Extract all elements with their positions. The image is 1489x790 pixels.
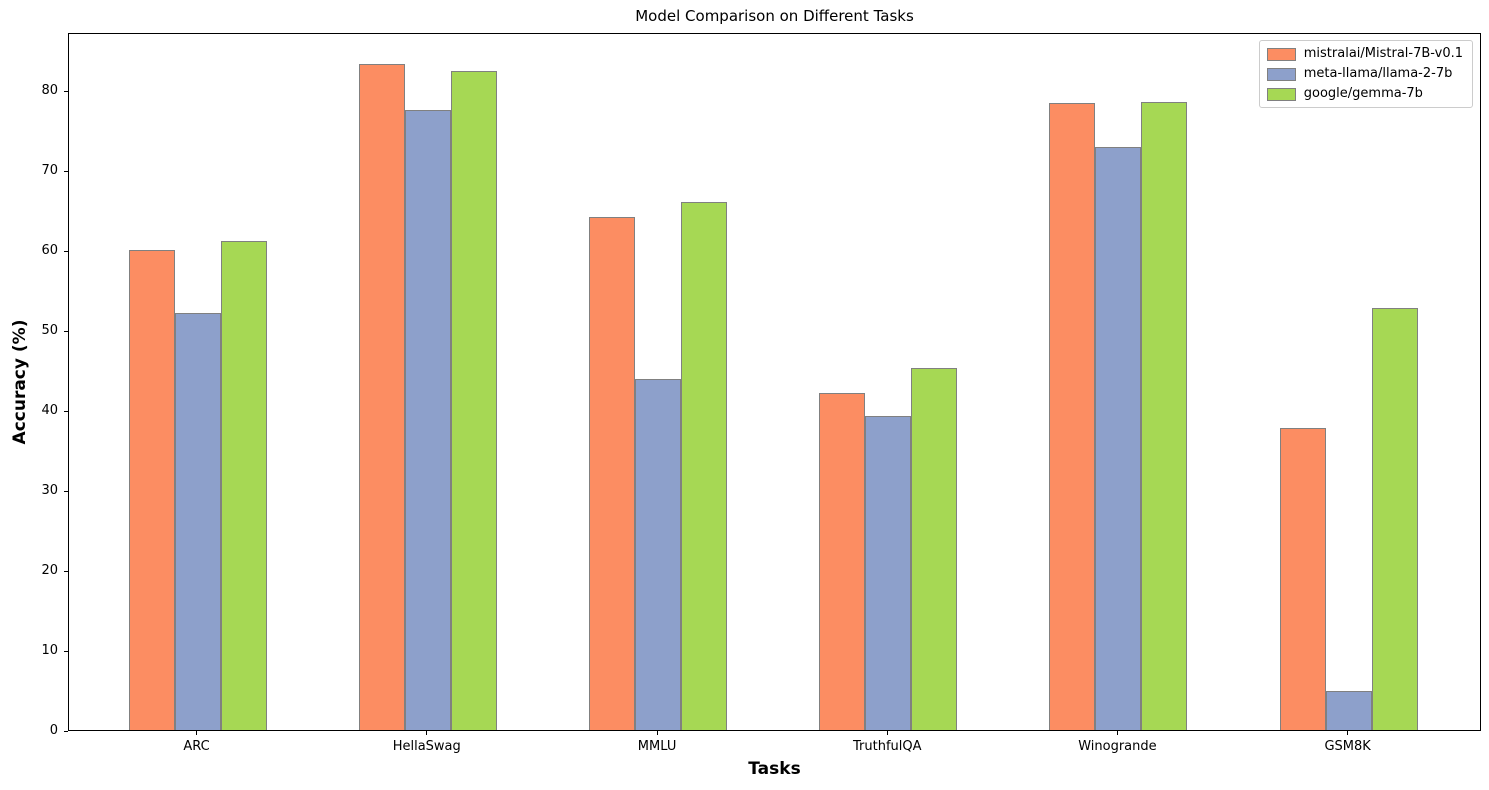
bar-ARC-series0: [128, 250, 175, 730]
y-tick-mark: [64, 330, 68, 332]
legend-label: meta-llama/llama-2-7b: [1303, 66, 1453, 81]
y-tick-label: 40: [41, 403, 58, 419]
y-tick-mark: [64, 170, 68, 172]
y-tick-label: 20: [41, 563, 58, 579]
bar-Winogrande-series0: [1049, 103, 1096, 730]
x-tick-label: MMLU: [637, 739, 677, 754]
y-tick-label: 50: [41, 323, 58, 339]
bar-TruthfulQA-series1: [865, 415, 912, 730]
y-tick-label: 60: [41, 243, 58, 259]
y-tick-mark: [64, 250, 68, 252]
legend: mistralai/Mistral-7B-v0.1 meta-llama/llam…: [1258, 40, 1473, 108]
legend-item: mistralai/Mistral-7B-v0.1: [1266, 46, 1463, 62]
x-tick-label: ARC: [183, 739, 210, 754]
y-tick-mark: [64, 650, 68, 652]
bar-GSM8K-series1: [1325, 690, 1372, 730]
bar-MMLU-series1: [635, 379, 682, 730]
bar-MMLU-series2: [681, 202, 728, 730]
x-tick-mark: [196, 731, 198, 735]
bar-HellaSwag-series1: [404, 110, 451, 730]
legend-label: mistralai/Mistral-7B-v0.1: [1303, 46, 1463, 61]
bar-HellaSwag-series2: [450, 71, 497, 730]
y-tick-mark: [64, 730, 68, 732]
legend-swatch: [1266, 47, 1296, 61]
legend-item: google/gemma-7b: [1266, 86, 1463, 102]
y-tick-label: 30: [41, 483, 58, 499]
plot-area: mistralai/Mistral-7B-v0.1 meta-llama/llam…: [68, 33, 1481, 731]
legend-item: meta-llama/llama-2-7b: [1266, 66, 1463, 82]
y-tick-label: 10: [41, 643, 58, 659]
x-tick-mark: [656, 731, 658, 735]
y-tick-label: 80: [41, 83, 58, 99]
bar-Winogrande-series2: [1141, 102, 1188, 730]
bar-MMLU-series0: [589, 216, 636, 730]
y-tick-mark: [64, 90, 68, 92]
bar-GSM8K-series0: [1279, 427, 1326, 730]
x-tick-mark: [1116, 731, 1118, 735]
bar-Winogrande-series1: [1095, 147, 1142, 730]
y-tick-mark: [64, 410, 68, 412]
x-tick-label: HellaSwag: [392, 739, 461, 754]
x-tick-label: GSM8K: [1324, 739, 1371, 754]
bar-TruthfulQA-series2: [911, 367, 958, 730]
chart-title: Model Comparison on Different Tasks: [635, 7, 914, 25]
x-tick-label: Winogrande: [1078, 739, 1157, 754]
legend-label: google/gemma-7b: [1303, 86, 1423, 101]
y-tick-label: 70: [41, 163, 58, 179]
y-tick-label: 0: [49, 723, 58, 738]
x-tick-mark: [426, 731, 428, 735]
x-tick-mark: [1347, 731, 1349, 735]
x-tick-label: TruthfulQA: [852, 739, 922, 754]
bar-GSM8K-series2: [1371, 307, 1418, 730]
legend-swatch: [1266, 87, 1296, 101]
legend-swatch: [1266, 67, 1296, 81]
bar-ARC-series1: [174, 313, 221, 730]
y-tick-mark: [64, 570, 68, 572]
x-axis-label: Tasks: [748, 759, 801, 779]
bar-TruthfulQA-series0: [819, 393, 866, 730]
bar-HellaSwag-series0: [358, 63, 405, 730]
x-tick-mark: [886, 731, 888, 735]
y-tick-mark: [64, 490, 68, 492]
bar-ARC-series2: [220, 241, 267, 730]
